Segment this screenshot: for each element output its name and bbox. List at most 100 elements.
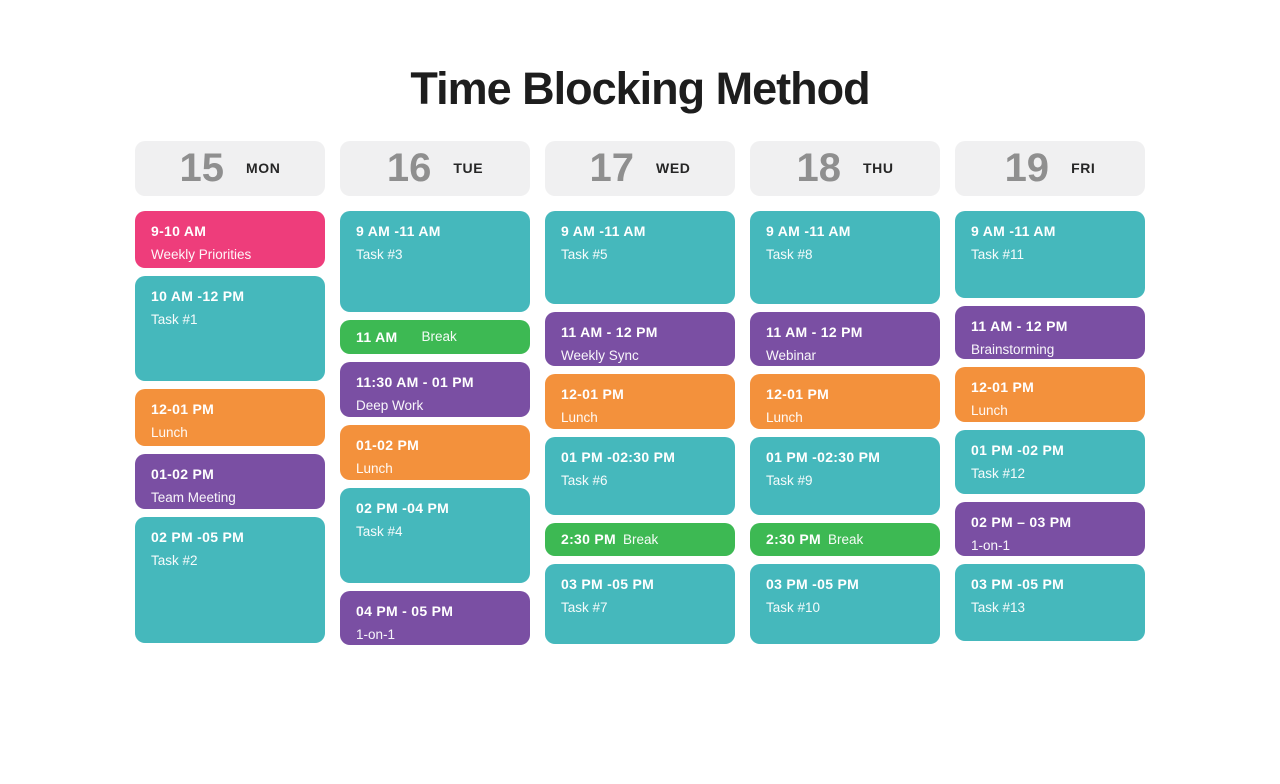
day-header: 18 THU bbox=[750, 140, 940, 196]
event-label: Task #11 bbox=[971, 246, 1025, 262]
event-label: Lunch bbox=[151, 424, 188, 440]
day-number: 18 bbox=[796, 146, 841, 190]
event-block: 11 AM Break bbox=[340, 319, 530, 354]
event-time: 03 PM -05 PM bbox=[561, 575, 655, 592]
event-label: Task #10 bbox=[766, 599, 821, 615]
time-blocking-slide: Time Blocking Method 15 MON 9-10 AM Weekly … bbox=[0, 64, 1280, 653]
week-grid: 15 MON 9-10 AM Weekly Priorities 10 AM -12 P… bbox=[135, 140, 1145, 653]
event-block: 11:30 AM - 01 PM Deep Work bbox=[340, 361, 530, 417]
event-block: 02 PM -04 PM Task #4 bbox=[340, 487, 530, 583]
event-time: 9 AM -11 AM bbox=[766, 222, 851, 239]
event-label: Task #2 bbox=[151, 552, 198, 568]
event-time: 11 AM - 12 PM bbox=[971, 317, 1068, 334]
event-block: 03 PM -05 PM Task #13 bbox=[955, 563, 1145, 641]
event-time: 04 PM - 05 PM bbox=[356, 602, 454, 619]
event-block: 12-01 PM Lunch bbox=[545, 373, 735, 429]
event-block: 03 PM -05 PM Task #10 bbox=[750, 563, 940, 644]
event-block: 11 AM - 12 PM Webinar bbox=[750, 311, 940, 366]
event-label: Task #1 bbox=[151, 311, 198, 327]
day-number: 16 bbox=[386, 146, 432, 190]
event-label: Break bbox=[828, 531, 864, 547]
event-block: 12-01 PM Lunch bbox=[750, 373, 940, 429]
event-block: 9 AM -11 AM Task #5 bbox=[545, 210, 735, 304]
event-block: 04 PM - 05 PM 1-on-1 bbox=[340, 590, 530, 645]
event-time: 02 PM – 03 PM bbox=[971, 513, 1072, 530]
event-time: 12-01 PM bbox=[151, 400, 215, 417]
event-time: 2:30 PM bbox=[561, 531, 617, 547]
day-column-fri: 19 FRI 9 AM -11 AM Task #11 11 AM - 12 PM Bra… bbox=[955, 140, 1145, 653]
day-number: 15 bbox=[179, 146, 225, 190]
event-block: 01 PM -02 PM Task #12 bbox=[955, 429, 1145, 494]
event-time: 11 AM - 12 PM bbox=[561, 323, 658, 340]
event-time: 01 PM -02 PM bbox=[971, 441, 1065, 458]
page-title: Time Blocking Method bbox=[410, 63, 870, 114]
day-abbreviation: THU bbox=[862, 160, 894, 176]
event-block: 11 AM - 12 PM Weekly Sync bbox=[545, 311, 735, 366]
day-abbreviation: FRI bbox=[1071, 160, 1096, 176]
event-label: Webinar bbox=[766, 347, 817, 363]
day-header: 17 WED bbox=[545, 140, 735, 196]
event-label: Task #7 bbox=[561, 599, 608, 615]
event-time: 01-02 PM bbox=[151, 465, 215, 482]
event-label: Task #13 bbox=[971, 599, 1026, 615]
event-label: Break bbox=[421, 329, 457, 344]
event-label: Lunch bbox=[356, 460, 393, 476]
event-block: 01 PM -02:30 PM Task #6 bbox=[545, 436, 735, 515]
event-label: Team Meeting bbox=[151, 489, 236, 505]
event-block: 2:30 PM Break bbox=[750, 522, 940, 556]
event-block: 03 PM -05 PM Task #7 bbox=[545, 563, 735, 644]
day-abbreviation: MON bbox=[246, 160, 281, 176]
event-time: 9 AM -11 AM bbox=[971, 222, 1056, 239]
event-time: 12-01 PM bbox=[561, 385, 625, 402]
event-label: Task #4 bbox=[356, 523, 403, 539]
day-column-wed: 17 WED 9 AM -11 AM Task #5 11 AM - 12 PM Week… bbox=[545, 140, 735, 653]
event-label: Brainstorming bbox=[971, 341, 1055, 357]
event-label: Break bbox=[623, 531, 659, 547]
day-abbreviation: WED bbox=[656, 160, 691, 176]
day-number: 17 bbox=[589, 146, 635, 190]
event-label: Task #8 bbox=[766, 246, 813, 262]
event-time: 11:30 AM - 01 PM bbox=[356, 373, 474, 390]
day-number: 19 bbox=[1004, 146, 1050, 190]
event-block: 9 AM -11 AM Task #11 bbox=[955, 210, 1145, 298]
event-label: Lunch bbox=[561, 409, 598, 425]
event-block: 12-01 PM Lunch bbox=[135, 388, 325, 446]
day-column-tue: 16 TUE 9 AM -11 AM Task #3 11 AM Break 11:30 A… bbox=[340, 140, 530, 653]
event-label: Task #9 bbox=[766, 472, 813, 488]
event-label: Lunch bbox=[766, 409, 803, 425]
event-label: Task #12 bbox=[971, 465, 1026, 481]
event-block: 02 PM – 03 PM 1-on-1 bbox=[955, 501, 1145, 556]
event-time: 2:30 PM bbox=[766, 531, 822, 547]
event-time: 01-02 PM bbox=[356, 436, 420, 453]
event-time: 02 PM -05 PM bbox=[151, 528, 245, 545]
day-abbreviation: TUE bbox=[453, 160, 484, 176]
event-label: Task #5 bbox=[561, 246, 608, 262]
event-label: 1-on-1 bbox=[356, 626, 396, 642]
day-column-thu: 18 THU 9 AM -11 AM Task #8 11 AM - 12 PM Webi… bbox=[750, 140, 940, 653]
event-block: 9-10 AM Weekly Priorities bbox=[135, 210, 325, 268]
event-label: Lunch bbox=[971, 402, 1008, 418]
event-block: 01-02 PM Team Meeting bbox=[135, 453, 325, 509]
event-label: Weekly Priorities bbox=[151, 246, 252, 262]
event-time: 03 PM -05 PM bbox=[971, 575, 1065, 592]
event-block: 12-01 PM Lunch bbox=[955, 366, 1145, 422]
event-block: 02 PM -05 PM Task #2 bbox=[135, 516, 325, 643]
event-time: 11 AM bbox=[356, 328, 398, 345]
event-time: 12-01 PM bbox=[766, 385, 830, 402]
event-label: Deep Work bbox=[356, 397, 424, 413]
event-time: 01 PM -02:30 PM bbox=[561, 448, 676, 465]
event-block: 2:30 PM Break bbox=[545, 522, 735, 556]
day-header: 15 MON bbox=[135, 140, 325, 196]
event-block: 01 PM -02:30 PM Task #9 bbox=[750, 436, 940, 515]
event-time: 11 AM - 12 PM bbox=[766, 323, 863, 340]
event-time: 9-10 AM bbox=[151, 222, 207, 239]
event-block: 10 AM -12 PM Task #1 bbox=[135, 275, 325, 381]
event-label: Task #6 bbox=[561, 472, 608, 488]
event-block: 9 AM -11 AM Task #3 bbox=[340, 210, 530, 312]
event-time: 02 PM -04 PM bbox=[356, 499, 450, 516]
event-time: 12-01 PM bbox=[971, 378, 1035, 395]
event-block: 11 AM - 12 PM Brainstorming bbox=[955, 305, 1145, 359]
event-time: 9 AM -11 AM bbox=[356, 222, 441, 239]
event-block: 01-02 PM Lunch bbox=[340, 424, 530, 480]
event-time: 10 AM -12 PM bbox=[151, 287, 245, 304]
